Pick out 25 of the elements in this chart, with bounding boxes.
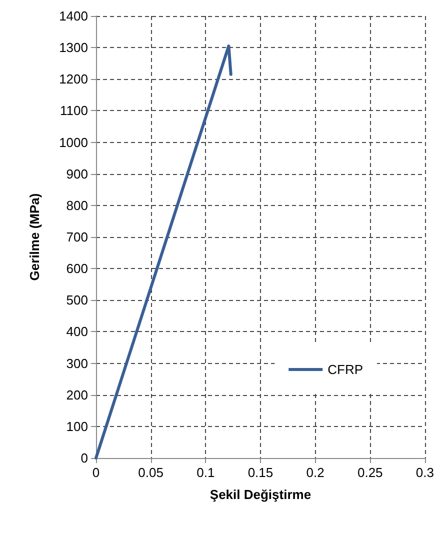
y-tick-label: 500	[66, 292, 88, 308]
y-tick-label: 400	[66, 324, 88, 340]
legend-label: CFRP	[328, 362, 363, 377]
y-tick-label: 100	[66, 418, 88, 434]
y-tick-label: 600	[66, 261, 88, 276]
y-tick-label: 700	[66, 230, 88, 244]
y-tick-label: 1200	[59, 72, 88, 87]
x-tick-label: 0.1	[196, 465, 215, 480]
x-tick-label: 0.2	[306, 465, 324, 480]
x-tick-label: 0.3	[416, 465, 434, 480]
x-tick-label: 0	[92, 465, 100, 480]
y-tick-label: 900	[66, 166, 88, 182]
y-tick-label: 0	[80, 450, 88, 466]
y-tick-label: 1300	[59, 40, 88, 56]
y-tick-label: 800	[66, 198, 88, 213]
y-tick-label: 1100	[60, 103, 88, 118]
x-tick-label: 0.15	[248, 465, 274, 480]
y-axis-title: Gerilme (MPa)	[27, 193, 42, 281]
x-axis-title: Şekil Değiştirme	[210, 487, 312, 502]
y-tick-label: 1000	[59, 134, 88, 150]
x-tick-label: 0.25	[357, 465, 383, 480]
x-tick-label: 0.05	[138, 465, 164, 480]
y-tick-label: 300	[66, 356, 88, 371]
y-tick-label: 200	[66, 387, 88, 402]
y-tick-label: 1400	[59, 8, 88, 24]
